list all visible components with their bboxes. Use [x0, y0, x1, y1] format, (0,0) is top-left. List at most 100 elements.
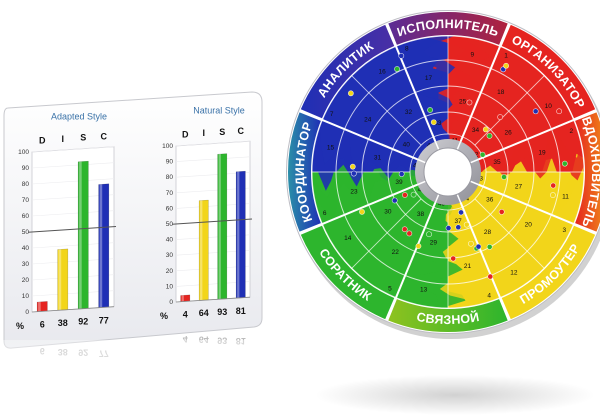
rim-number: 1	[504, 53, 508, 60]
y-tick-label: 80	[22, 181, 30, 188]
gridline	[175, 140, 251, 147]
hub-divider	[434, 193, 440, 203]
value-label: 64	[199, 308, 209, 318]
baseline	[31, 306, 115, 313]
profile-dot	[466, 99, 473, 106]
gridline	[31, 146, 115, 153]
segment-divider	[469, 180, 597, 235]
grid-number: 12	[510, 269, 518, 276]
profile-dot	[486, 132, 493, 139]
reflection-fade	[0, 340, 270, 420]
y-tick-label: 40	[22, 245, 30, 252]
bar-highlight	[200, 200, 203, 301]
grid-number: 26	[505, 129, 513, 136]
gridline	[175, 156, 251, 162]
y-tick-label: 0	[169, 299, 173, 306]
profile-dot	[532, 108, 539, 115]
blend-band	[470, 153, 584, 214]
profile-dot	[430, 119, 437, 126]
hub-center	[423, 147, 473, 197]
disc-report-card: Adapted Style 0 10 20 30 40 50 60 70 80 90 100 D I S C 6…	[3, 91, 263, 349]
grid-number: 29	[430, 240, 438, 247]
rim-number: 6	[323, 210, 327, 217]
profile-dot	[398, 171, 405, 177]
profile-dot	[450, 255, 457, 262]
profile-dot	[398, 52, 405, 59]
bar-highlight	[79, 161, 82, 309]
blend-band	[439, 194, 499, 306]
profile-dot	[445, 225, 452, 231]
grid-number: 34	[472, 127, 480, 134]
segment-associate-band	[300, 225, 395, 320]
profile-dot	[475, 243, 482, 250]
profile-dot	[550, 182, 557, 189]
sub-divider	[474, 75, 545, 146]
grid-number: 39	[395, 179, 403, 186]
profile-dot	[487, 273, 494, 280]
segment-divider	[299, 109, 427, 164]
grid-number: 27	[515, 184, 523, 191]
blend-band	[408, 194, 466, 308]
category-label: D	[39, 135, 46, 145]
grid-number: 37	[455, 218, 463, 225]
value-label: 4	[183, 309, 188, 319]
gridline	[31, 178, 115, 185]
value-label: 93	[217, 307, 227, 317]
y-tick-label: 70	[22, 197, 30, 204]
grid-number: 9	[471, 51, 475, 58]
profile-dot	[347, 90, 354, 97]
profile-dot	[427, 107, 433, 113]
profile-dot	[482, 126, 489, 133]
y-tick-label: 90	[22, 165, 30, 172]
segment-organizer-band	[501, 24, 596, 119]
y-tick-label: 30	[166, 252, 174, 259]
segment-divider	[456, 23, 511, 151]
profile-dot	[401, 226, 408, 233]
value-label: 81	[236, 306, 246, 316]
y-tick-label: 10	[166, 283, 174, 290]
grid-number: 35	[493, 159, 501, 166]
segment-promoter-band	[501, 225, 596, 320]
percent-label: %	[16, 321, 24, 331]
segment-coordinator-band	[288, 112, 321, 232]
category-label: S	[80, 133, 86, 143]
grid-number: 19	[538, 150, 546, 157]
category-label: D	[182, 129, 189, 139]
bar-highlight	[218, 154, 221, 300]
category-label: C	[238, 126, 245, 136]
y-tick-label: 100	[18, 149, 29, 156]
y-tick-label: 100	[162, 143, 173, 150]
profile-dot	[498, 209, 505, 215]
bar-highlight	[38, 301, 41, 312]
segment-divider	[469, 109, 597, 164]
chart-title: Adapted Style	[51, 111, 107, 121]
grid-number: 14	[344, 235, 352, 242]
grid-number: 13	[420, 287, 428, 294]
wheel-shadow	[315, 375, 595, 415]
profile-dot	[458, 209, 464, 216]
bar-highlight	[99, 184, 103, 308]
grid-number: 33	[434, 120, 442, 127]
profile-dot	[402, 192, 408, 198]
segment-divider	[456, 193, 511, 321]
segment-divider	[385, 193, 440, 321]
y-tick-label: 60	[22, 213, 30, 220]
bar-highlight	[181, 295, 184, 302]
baseline	[175, 296, 251, 303]
grid-number: 11	[562, 193, 569, 200]
grid-number: 18	[497, 89, 505, 96]
sub-divider	[474, 198, 545, 269]
grid-number: 16	[379, 69, 387, 76]
value-label: 92	[78, 317, 88, 327]
grid-number: 30	[384, 209, 392, 216]
profile-dot	[479, 151, 486, 158]
grid-number: 25	[459, 98, 467, 105]
y-tick-label: 50	[166, 221, 174, 228]
profile-dot	[486, 244, 493, 250]
profile-dot	[561, 160, 568, 167]
grid-number: 32	[405, 109, 413, 116]
value-label: 38	[58, 318, 68, 328]
rim-number: 4	[487, 292, 491, 299]
y-tick-label: 20	[166, 268, 174, 275]
category-label: I	[61, 134, 64, 144]
